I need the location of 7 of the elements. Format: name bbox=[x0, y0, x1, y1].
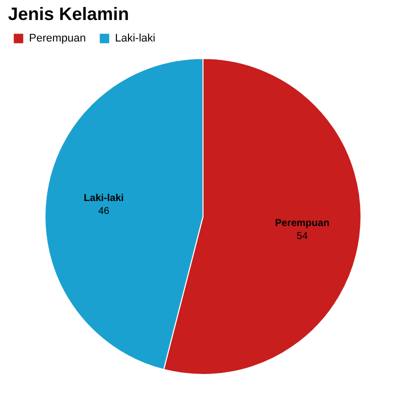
legend-label: Perempuan bbox=[29, 32, 86, 45]
data-label: 54 bbox=[296, 231, 308, 242]
slice-label: Perempuan bbox=[274, 218, 330, 230]
chart-title: Jenis Kelamin bbox=[8, 4, 130, 24]
data-label: 46 bbox=[98, 206, 110, 217]
legend-label: Laki-laki bbox=[115, 32, 156, 45]
slice-label: Laki-laki bbox=[84, 192, 124, 204]
